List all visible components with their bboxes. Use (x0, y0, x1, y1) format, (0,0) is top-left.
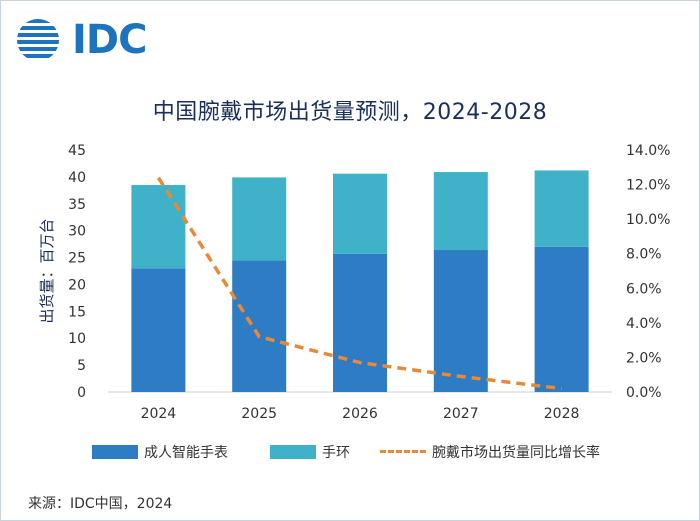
y-tick-label: 0 (77, 385, 86, 401)
legend-swatch-adult-watch (92, 445, 138, 459)
x-tick-label: 2028 (544, 406, 580, 422)
y2-tick-label: 12.0% (626, 178, 670, 194)
x-tick-label: 2026 (342, 406, 378, 422)
globe-icon (17, 19, 59, 58)
bar-band (333, 173, 387, 254)
bar-adult-watch (534, 246, 589, 392)
chart-title: 中国腕戴市场出货量预测，2024-2028 (152, 100, 548, 125)
legend-item-band: 手环 (270, 442, 350, 462)
y2-tick-label: 0.0% (626, 385, 662, 401)
legend-swatch-band (270, 445, 316, 459)
y-tick-label: 40 (68, 170, 86, 186)
bar-band (232, 177, 287, 261)
legend-swatch-growth (380, 450, 426, 453)
y-tick-label: 35 (68, 197, 86, 213)
y2-tick-label: 2.0% (626, 350, 662, 366)
bar-band (131, 184, 186, 269)
chart-svg: 0510152025303540450.0%2.0%4.0%6.0%8.0%10… (38, 143, 670, 422)
bar-adult-watch (131, 268, 186, 392)
y-tick-label: 10 (68, 331, 86, 347)
legend-item-growth: 腕戴市场出货量同比增长率 (380, 442, 600, 462)
x-tick-label: 2024 (141, 406, 177, 422)
y-tick-label: 5 (77, 358, 86, 374)
y2-tick-label: 6.0% (626, 281, 662, 297)
y2-tick-label: 4.0% (626, 316, 662, 332)
idc-logo: IDC (14, 12, 164, 64)
x-tick-label: 2025 (241, 406, 277, 422)
bar-adult-watch (433, 250, 488, 392)
y-axis-label: 出货量：百万台 (38, 218, 56, 323)
source-note: 来源：IDC中国，2024 (28, 496, 173, 512)
legend: 成人智能手表 手环 腕戴市场出货量同比增长率 (0, 442, 700, 466)
y2-tick-label: 8.0% (626, 247, 662, 263)
legend-label-band: 手环 (322, 445, 350, 461)
y-tick-label: 25 (68, 251, 86, 267)
bar-band (433, 172, 488, 251)
legend-label-adult-watch: 成人智能手表 (144, 445, 228, 461)
legend-label-growth: 腕戴市场出货量同比增长率 (432, 445, 600, 461)
y-tick-label: 20 (68, 277, 86, 293)
legend-item-adult-watch: 成人智能手表 (92, 442, 228, 462)
bar-adult-watch (333, 253, 387, 392)
x-tick-label: 2027 (443, 406, 479, 422)
y-tick-label: 15 (68, 304, 86, 320)
bar-adult-watch (232, 260, 287, 392)
y2-tick-label: 10.0% (626, 212, 670, 228)
y2-tick-label: 14.0% (626, 143, 670, 159)
bar-band (534, 170, 589, 247)
y-tick-label: 45 (68, 143, 86, 159)
logo-text: IDC (72, 17, 147, 63)
y-tick-label: 30 (68, 224, 86, 240)
